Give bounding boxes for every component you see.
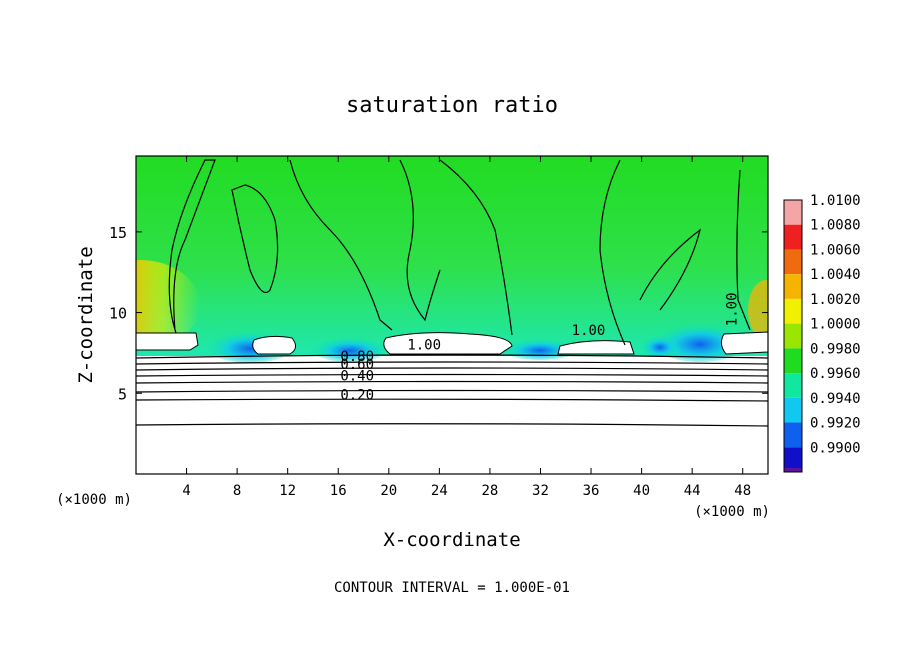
cloud-patch: [252, 335, 296, 355]
supersaturated-region-right: [748, 280, 768, 340]
colorbar-swatch: [784, 447, 802, 472]
contour-line: [136, 367, 768, 371]
colorbar-swatch: [784, 422, 802, 448]
contour-label: 0.40: [340, 368, 374, 384]
plot-frame: [135, 155, 769, 475]
subsaturated-region-5: [640, 333, 680, 357]
y-tick-label: 5: [118, 385, 127, 403]
contour-line: [639, 228, 701, 311]
x-tick-label: 40: [633, 483, 650, 499]
contour-line: [136, 354, 768, 359]
colorbar: 1.0100 1.0080 1.0060 1.0040 1.0020 1.0000 0.99…: [783, 193, 861, 473]
colorbar-swatch: [784, 397, 802, 423]
x-tick-label: 12: [279, 483, 296, 499]
cloud-patch: [720, 331, 768, 355]
contour-line: [136, 398, 768, 402]
x-axis-label: X-coordinate: [383, 529, 520, 551]
contour-label: 0.80: [340, 349, 374, 365]
colorbar-label: 1.0080: [810, 218, 861, 234]
contour-line: [136, 373, 768, 377]
colorbar-swatch: [784, 224, 802, 250]
cloud-patch: [136, 332, 199, 351]
contour-lines: [136, 159, 768, 427]
contour-line: [136, 423, 768, 427]
x-tick-label: 44: [684, 483, 701, 499]
saturation-field: [136, 156, 768, 356]
x-tick-label: 16: [330, 483, 347, 499]
contour-label: 1.00: [572, 323, 606, 339]
x-tick-label: 24: [431, 483, 448, 499]
contour-line: [736, 169, 751, 331]
contour-interval-note: CONTOUR INTERVAL = 1.000E-01: [334, 580, 570, 596]
contour-line: [136, 361, 768, 365]
colorbar-label: 1.0020: [810, 292, 861, 308]
colorbar-swatch: [784, 298, 802, 324]
y-tick-label: 15: [109, 224, 127, 242]
colorbar-label: 1.0100: [810, 193, 861, 209]
y-axis-ticks: 5 10 15: [109, 224, 768, 403]
contour-label: 1.00: [407, 338, 441, 354]
y-tick-label: 10: [109, 305, 127, 323]
colorbar-label: 0.9980: [810, 341, 861, 357]
supersaturated-region-left: [136, 260, 200, 350]
colorbar-label: 1.0060: [810, 242, 861, 258]
cloud-patches: [136, 331, 768, 355]
x-tick-label: 48: [734, 483, 751, 499]
colorbar-label: 0.9920: [810, 416, 861, 432]
plot-area: 1.00 1.00 1.00 0.800.600.40 0.20: [136, 156, 768, 474]
colorbar-swatch: [784, 373, 802, 398]
cloud-patch: [557, 340, 635, 355]
contour-line: [439, 159, 513, 336]
contour-line: [399, 159, 441, 322]
contour-line: [599, 159, 626, 346]
colorbar-swatch: [784, 274, 802, 299]
colorbar-label: 1.0040: [810, 267, 861, 283]
colorbar-swatch: [784, 200, 802, 225]
contour-label: 0.20: [340, 388, 374, 404]
colorbar-label: 1.0000: [810, 317, 861, 333]
colorbar-swatch: [784, 323, 802, 349]
colorbar-min-swatch: [784, 468, 802, 472]
colorbar-label: 0.9940: [810, 391, 861, 407]
x-unit-label-right: (×1000 m): [694, 504, 770, 520]
chart-title: saturation ratio: [346, 93, 558, 118]
colorbar-frame: [783, 199, 803, 473]
y-axis-label: Z-coordinate: [75, 246, 97, 383]
x-tick-label: 32: [532, 483, 549, 499]
contour-line: [289, 159, 393, 331]
contour-line: [136, 380, 768, 384]
colorbar-label: 0.9900: [810, 440, 861, 456]
x-tick-label: 8: [233, 483, 241, 499]
x-tick-label: 4: [182, 483, 190, 499]
colorbar-swatch: [784, 249, 802, 275]
contour-label: 0.60: [340, 357, 374, 373]
x-axis-ticks: 4 8 12 16 20 24 28 32 36 40 44 48: [182, 156, 751, 499]
contour-label: 1.00: [724, 292, 740, 326]
colorbar-label: 0.9960: [810, 366, 861, 382]
x-tick-label: 28: [481, 483, 498, 499]
cloud-patch: [383, 332, 513, 355]
x-unit-label-left: (×1000 m): [56, 492, 132, 508]
x-tick-label: 20: [380, 483, 397, 499]
contour-labels: 1.00 1.00 1.00 0.800.600.40 0.20: [340, 292, 740, 403]
contour-line: [136, 389, 768, 393]
colorbar-swatch: [784, 348, 802, 374]
contour-line: [231, 184, 279, 294]
contour-line: [168, 159, 216, 334]
x-tick-label: 36: [583, 483, 600, 499]
